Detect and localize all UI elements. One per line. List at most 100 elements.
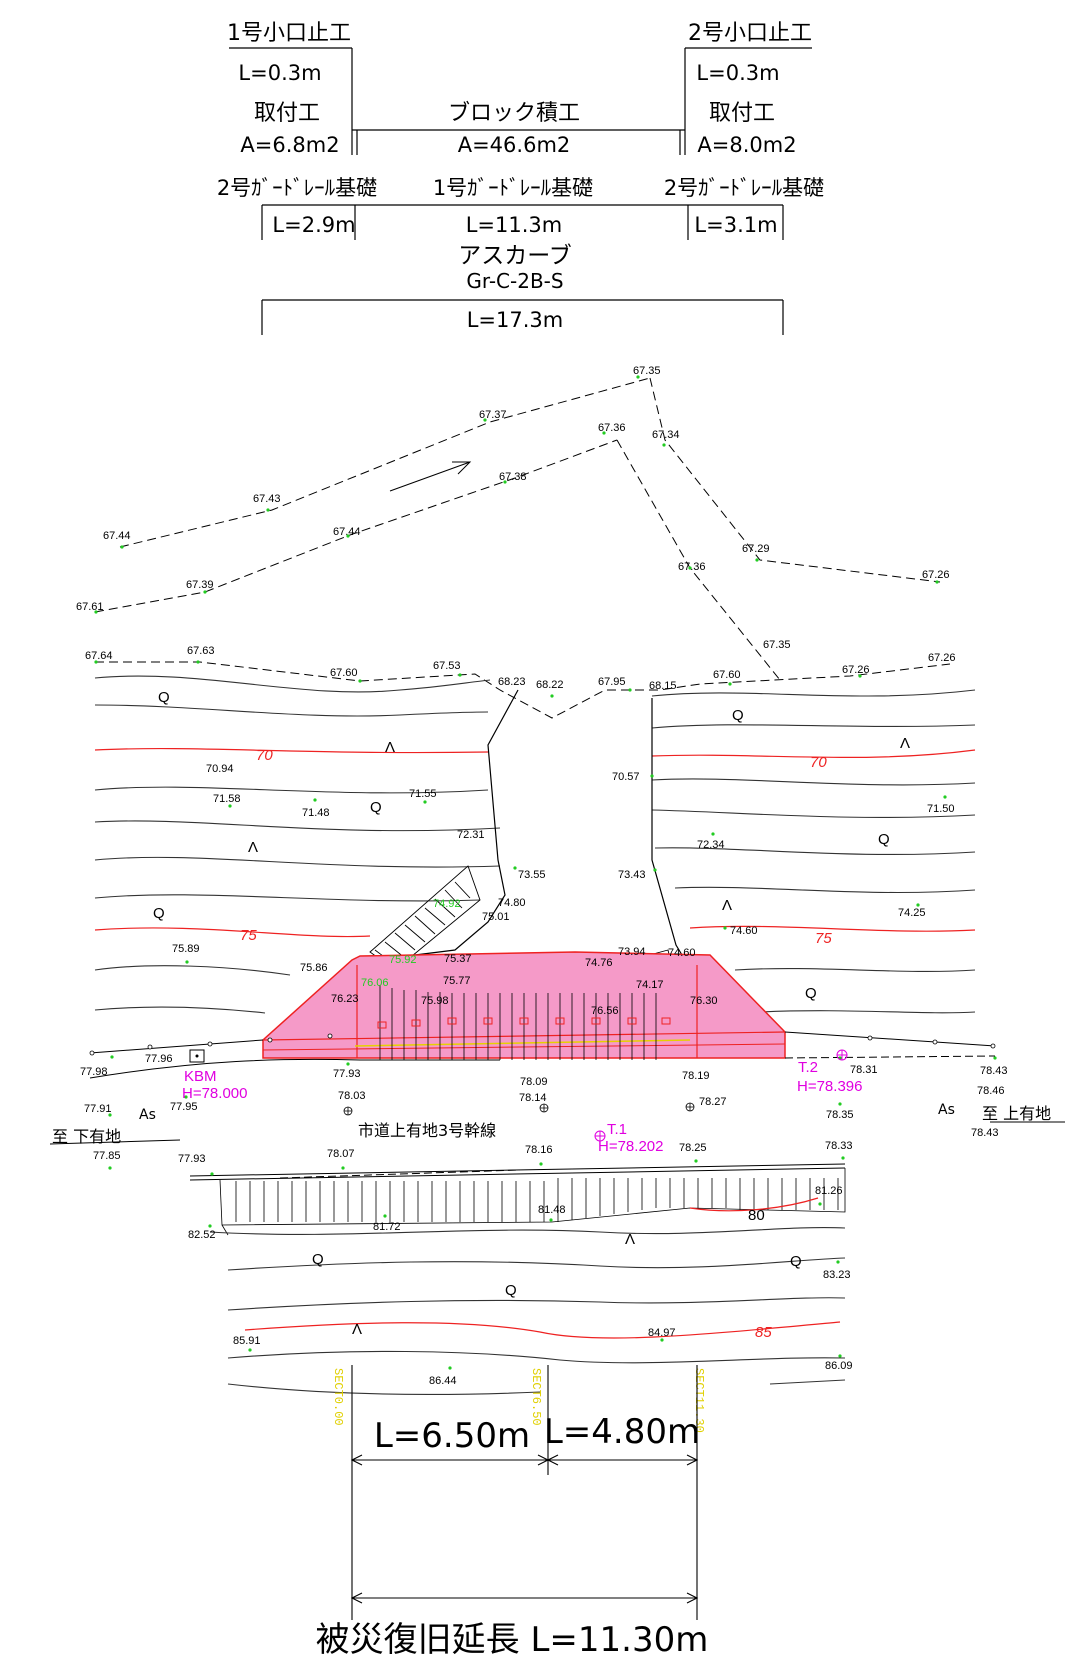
left-fitting-title: 取付工 (254, 101, 320, 126)
left-end-stop-length: L=0.3m (238, 61, 321, 85)
kbm-name: KBM (184, 1068, 217, 1085)
svg-text:Λ: Λ (248, 839, 258, 856)
flow-arrow (389, 461, 472, 492)
elevation-label: 67.44 (333, 526, 361, 538)
elevation-label: 78.09 (520, 1076, 548, 1088)
elevation-label: 86.09 (825, 1360, 853, 1372)
right-fitting-area: A=8.0m2 (697, 133, 796, 157)
elevation-label: 70.94 (206, 763, 234, 775)
elevation-label: 78.14 (519, 1092, 547, 1104)
svg-text:Q: Q (312, 1251, 324, 1268)
section-label: SECT6.50 (529, 1368, 543, 1426)
elevation-label: 67.39 (186, 579, 214, 591)
svg-text:Q: Q (153, 905, 165, 922)
elevation-label: 67.36 (678, 561, 706, 573)
svg-text:Q: Q (370, 799, 382, 816)
svg-text:Q: Q (732, 707, 744, 724)
span2-length: L=4.80m (544, 1412, 700, 1452)
elevation-label: 67.63 (187, 645, 215, 657)
elevation-label: 67.61 (76, 601, 104, 613)
elevation-label: 77.98 (80, 1066, 108, 1078)
elevation-label: 75.01 (482, 911, 510, 923)
elevation-label: 74.60 (730, 925, 758, 937)
elevation-label: 67.26 (928, 652, 956, 664)
bank-lines (374, 689, 686, 961)
elevation-label: 67.64 (85, 650, 113, 662)
elevation-label: 74.80 (498, 897, 526, 909)
elevation-label: 78.19 (682, 1070, 710, 1082)
block-wall-title: ブロック積工 (448, 101, 580, 126)
svg-text:Λ: Λ (352, 1321, 362, 1338)
contour-label: 85 (755, 1324, 772, 1341)
road-markers (89, 1033, 996, 1056)
elevation-label: 67.29 (742, 543, 770, 555)
elevation-label: 73.94 (618, 946, 646, 958)
elevation-label: 67.60 (330, 667, 358, 679)
ascurb-title: アスカーブ (458, 243, 572, 269)
elevation-label: 74.76 (585, 957, 613, 969)
section-label: SECT0.00 (331, 1368, 345, 1426)
contours-upper (94, 675, 976, 1014)
elevation-label: 68.23 (498, 676, 526, 688)
elevation-label: 73.43 (618, 869, 646, 881)
elevation-label: 75.92 (389, 954, 417, 966)
svg-text:Λ: Λ (722, 897, 732, 914)
elevation-label: 67.26 (922, 569, 950, 581)
section-labels: SECT0.00 SECT6.50 SECT11.30 (331, 1368, 706, 1433)
svg-text:Λ: Λ (385, 739, 395, 756)
section-label: SECT11.30 (692, 1368, 706, 1433)
restoration-length: 被災復旧延長 L=11.30m (316, 1620, 709, 1659)
elevation-label: 68.22 (536, 679, 564, 691)
contour-label: 80 (748, 1207, 765, 1224)
elevation-label: 76.06 (361, 977, 389, 989)
elevation-label: 73.55 (518, 869, 546, 881)
elevation-label: 75.86 (300, 962, 328, 974)
t1-height: H=78.202 (598, 1138, 663, 1155)
elevation-label: 82.52 (188, 1229, 216, 1241)
elevation-label: 78.46 (977, 1085, 1005, 1097)
elevation-label: 78.25 (679, 1142, 707, 1154)
surface-left: As (139, 1107, 156, 1123)
elevation-label: 85.91 (233, 1335, 261, 1347)
elevation-label: 77.85 (93, 1150, 121, 1162)
quantity-header (229, 47, 812, 335)
benchmarks: KBM H=78.000 T.1 H=78.202 T.2 H=78.396 (182, 1049, 862, 1155)
elevation-label: 68.15 (649, 680, 677, 692)
contour-label: 75 (815, 930, 832, 947)
elevation-label: 67.53 (433, 660, 461, 672)
dimension-lines (350, 1365, 699, 1620)
elevation-label: 76.56 (591, 1005, 619, 1017)
contours-lower (209, 1227, 846, 1396)
elevation-label: 77.93 (178, 1153, 206, 1165)
elevation-label: 67.36 (598, 422, 626, 434)
elevation-label: 74.60 (668, 947, 696, 959)
road-name: 市道上有地3号幹線 (358, 1121, 496, 1140)
to-right-label: 至 上有地 (982, 1104, 1051, 1123)
elevation-label: 72.31 (457, 829, 485, 841)
elevation-label: 67.26 (842, 664, 870, 676)
right-end-stop-length: L=0.3m (696, 61, 779, 85)
ascurb-length: L=17.3m (467, 308, 564, 332)
wall-marks (377, 1017, 671, 1029)
right-end-stop-title: 2号小口止工 (688, 21, 812, 46)
svg-text:Q: Q (158, 689, 170, 706)
span1-length: L=6.50m (374, 1416, 530, 1456)
contour-label: 75 (240, 927, 257, 944)
elevation-label: 74.92 (433, 898, 461, 910)
elevation-label: 75.89 (172, 943, 200, 955)
ascurb-type: Gr-C-2B-S (466, 269, 563, 293)
elevation-label: 71.50 (927, 803, 955, 815)
elevation-label: 78.33 (825, 1140, 853, 1152)
block-wall-area: A=46.6m2 (458, 133, 571, 157)
elevation-label: 78.35 (826, 1109, 854, 1121)
elevation-label: 67.60 (713, 669, 741, 681)
elevation-label: 67.44 (103, 530, 131, 542)
elevation-label: 70.57 (612, 771, 640, 783)
elevation-label: 86.44 (429, 1375, 457, 1387)
guardrail-right-title: 2号ｶﾞｰﾄﾞﾚｰﾙ基礎 (664, 176, 824, 200)
elevation-label: 67.35 (763, 639, 791, 651)
elevation-label: 71.58 (213, 793, 241, 805)
elevation-label: 78.03 (338, 1090, 366, 1102)
guardrail-left-length: L=2.9m (272, 213, 355, 237)
